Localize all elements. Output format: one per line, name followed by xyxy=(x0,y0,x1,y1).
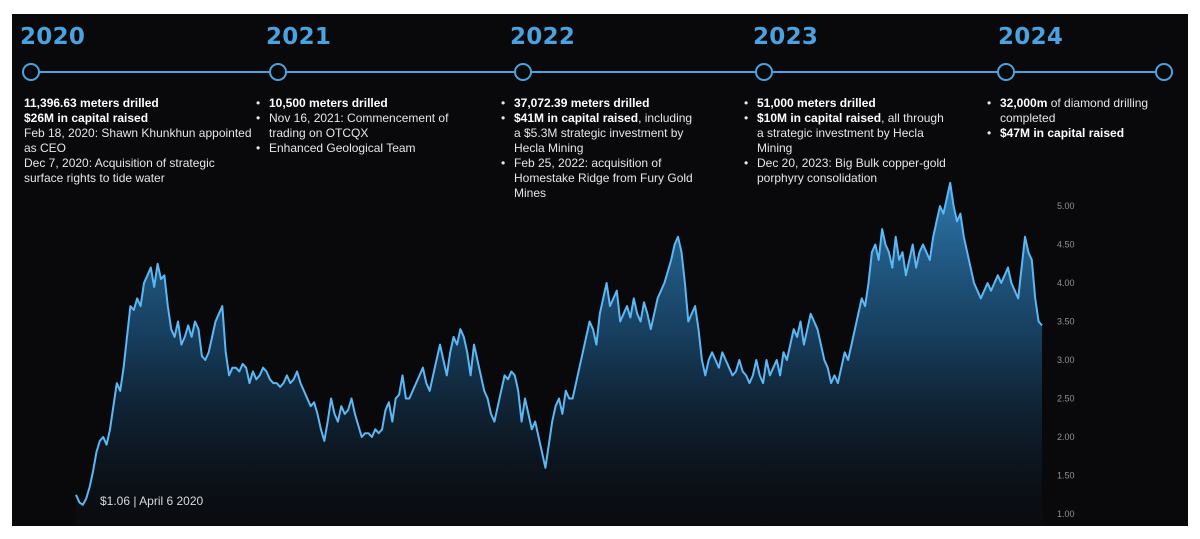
notes-2024: 32,000m of diamond drilling completed $4… xyxy=(984,96,1164,141)
price-line xyxy=(75,181,1043,506)
year-label-2024: 2024 xyxy=(998,24,1064,50)
note-2023-bigbulk: Dec 20, 2023: Big Bulk copper-gold porph… xyxy=(744,156,953,186)
year-label-2023: 2023 xyxy=(753,24,819,50)
note-2022-homestake: Feb 25, 2022: acquisition of Homestake R… xyxy=(501,156,698,201)
price-area xyxy=(76,182,1042,526)
note-2023-meters: 51,000 meters drilled xyxy=(744,96,953,111)
timeline-node-2020 xyxy=(22,63,40,81)
price-chart: 5.00 4.50 4.00 3.50 3.00 2.50 2.00 1.50 1.00 xyxy=(75,181,1075,526)
year-label-2022: 2022 xyxy=(510,24,576,50)
notes-2020: 11,396.63 meters drilled $26M in capital… xyxy=(24,96,254,186)
timeline xyxy=(22,63,1173,81)
note-2022-capital: $41M in capital raised, including a $5.3… xyxy=(501,111,698,156)
year-label-2020: 2020 xyxy=(20,24,86,50)
note-2021-team: Enhanced Geological Team xyxy=(256,141,485,156)
note-2020-capital: $26M in capital raised xyxy=(24,111,149,125)
note-2023-capital: $10M in capital raised, all through a st… xyxy=(744,111,953,156)
note-2022-meters: 37,072.39 meters drilled xyxy=(501,96,698,111)
note-2020-ceo: Feb 18, 2020: Shawn Khunkhun appointed a… xyxy=(24,126,252,155)
note-2024-drilling: 32,000m of diamond drilling completed xyxy=(987,96,1164,126)
y-tick-label: 4.00 xyxy=(1057,278,1075,288)
year-label-2021: 2021 xyxy=(266,24,332,50)
timeline-node-2023 xyxy=(755,63,773,81)
timeline-node-2024 xyxy=(997,63,1015,81)
notes-2022: 37,072.39 meters drilled $41M in capital… xyxy=(498,96,698,201)
y-tick-label: 1.50 xyxy=(1057,471,1075,481)
note-2020-meters: 11,396.63 meters drilled xyxy=(24,96,159,110)
y-tick-label: 2.00 xyxy=(1057,432,1075,442)
timeline-node-end xyxy=(1155,63,1173,81)
notes-2023: 51,000 meters drilled $10M in capital ra… xyxy=(741,96,953,186)
note-2021-otcqx: Nov 16, 2021: Commencement of trading on… xyxy=(256,111,485,141)
y-tick-label: 2.50 xyxy=(1057,394,1075,404)
y-tick-label: 3.50 xyxy=(1057,317,1075,327)
notes-2021: 10,500 meters drilled Nov 16, 2021: Comm… xyxy=(253,96,485,156)
y-tick-label: 4.50 xyxy=(1057,240,1075,250)
note-2024-capital: $47M in capital raised xyxy=(987,126,1164,141)
y-tick-label: 3.00 xyxy=(1057,355,1075,365)
timeline-node-2022 xyxy=(514,63,532,81)
note-2020-acquisition: Dec 7, 2020: Acquisition of strategic su… xyxy=(24,156,215,185)
note-2021-meters: 10,500 meters drilled xyxy=(256,96,485,111)
y-tick-label: 1.00 xyxy=(1057,509,1075,519)
y-tick-label: 5.00 xyxy=(1057,201,1075,211)
chart-panel: 2020 2021 2022 2023 2024 11,396.63 meter… xyxy=(12,14,1188,526)
timeline-node-2021 xyxy=(269,63,287,81)
start-price-annotation: $1.06 | April 6 2020 xyxy=(100,494,204,508)
